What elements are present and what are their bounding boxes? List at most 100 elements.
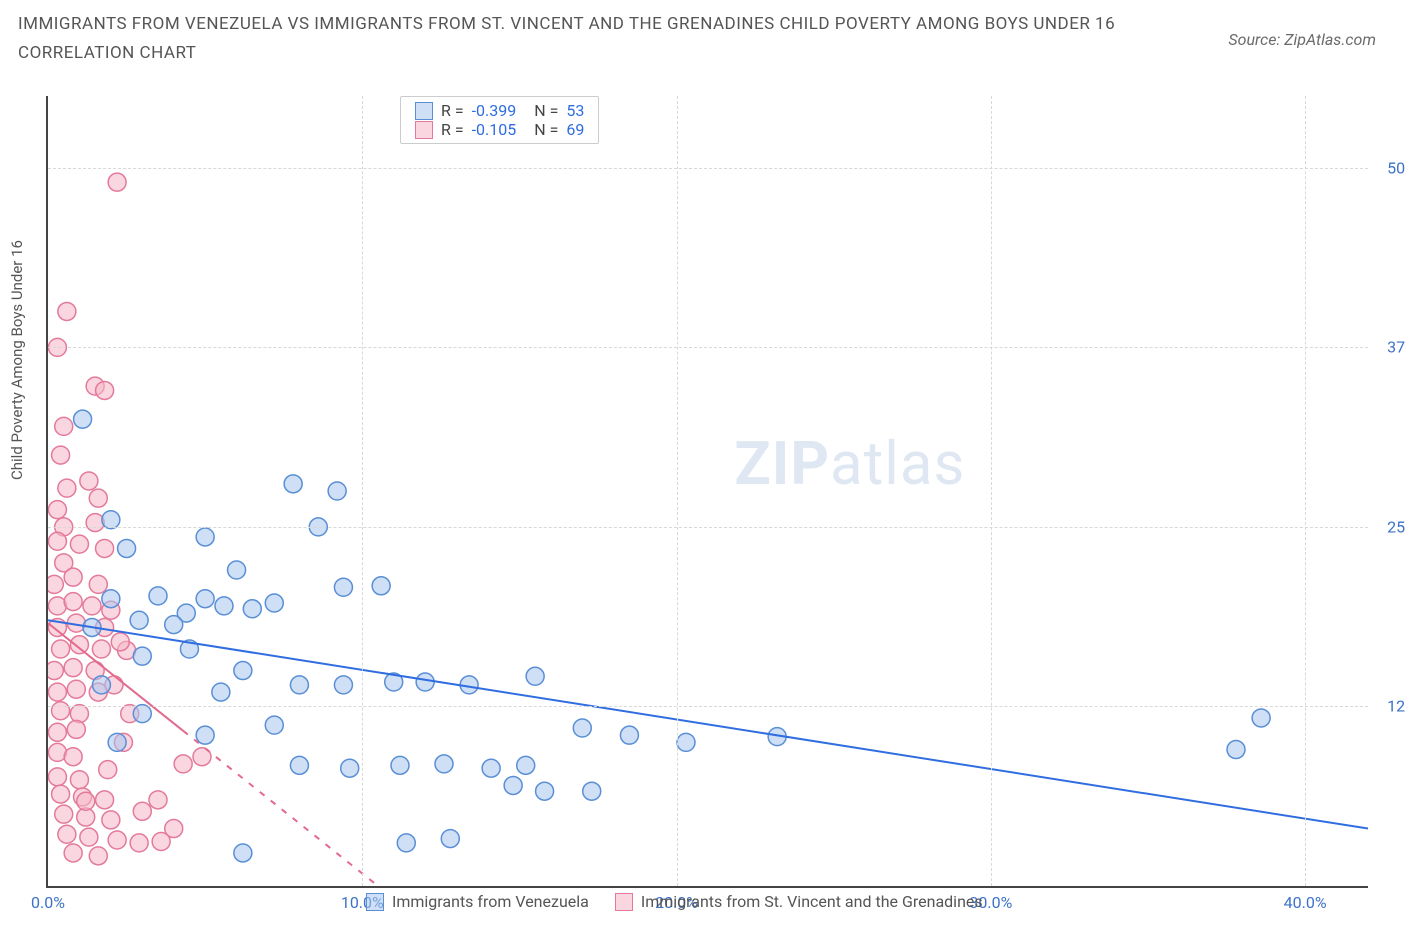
data-point: [234, 662, 252, 680]
data-point: [234, 844, 252, 862]
data-point: [96, 539, 114, 557]
data-point: [152, 832, 170, 850]
data-point: [435, 755, 453, 773]
data-point: [48, 532, 66, 550]
legend-swatch: [415, 102, 433, 120]
data-point: [328, 482, 346, 500]
data-point: [341, 759, 359, 777]
legend-swatch: [415, 121, 433, 139]
data-point: [48, 575, 63, 593]
data-point: [89, 489, 107, 507]
data-point: [334, 676, 352, 694]
y-tick-label: 25.0%: [1387, 517, 1406, 536]
data-point: [55, 417, 73, 435]
data-point: [397, 834, 415, 852]
y-tick-label: 50.0%: [1387, 158, 1406, 177]
correlation-legend: R =-0.399N =53R =-0.105N =69: [400, 96, 599, 144]
data-point: [92, 640, 110, 658]
data-point: [372, 577, 390, 595]
data-point: [52, 702, 70, 720]
data-point: [677, 733, 695, 751]
data-point: [48, 768, 66, 786]
data-point: [83, 597, 101, 615]
data-point: [149, 587, 167, 605]
data-point: [196, 590, 214, 608]
data-point: [212, 683, 230, 701]
data-point: [517, 756, 535, 774]
data-point: [265, 716, 283, 734]
data-point: [89, 575, 107, 593]
data-point: [58, 825, 76, 843]
data-point: [583, 782, 601, 800]
data-point: [74, 410, 92, 428]
data-point: [573, 719, 591, 737]
data-point: [89, 847, 107, 865]
data-point: [99, 761, 117, 779]
data-point: [215, 597, 233, 615]
data-point: [391, 756, 409, 774]
data-point: [70, 636, 88, 654]
legend-item: Immigrants from Venezuela: [366, 892, 589, 911]
legend-stat-row: R =-0.105N =69: [415, 120, 584, 139]
x-tick-label: 0.0%: [31, 893, 65, 912]
data-point: [64, 593, 82, 611]
data-point: [48, 501, 66, 519]
data-point: [64, 844, 82, 862]
y-tick-label: 12.5%: [1387, 697, 1406, 716]
data-point: [86, 514, 104, 532]
data-point: [108, 831, 126, 849]
data-point: [1227, 741, 1245, 759]
scatter-svg: [48, 96, 1368, 886]
data-point: [52, 446, 70, 464]
data-point: [80, 828, 98, 846]
series-legend: Immigrants from Venezuela Immigrants from…: [366, 892, 983, 911]
legend-swatch: [615, 893, 633, 911]
data-point: [64, 748, 82, 766]
y-axis-label: Child Poverty Among Boys Under 16: [8, 240, 26, 480]
data-point: [80, 472, 98, 490]
data-point: [77, 792, 95, 810]
data-point: [243, 600, 261, 618]
data-point: [96, 381, 114, 399]
data-point: [284, 475, 302, 493]
data-point: [133, 802, 151, 820]
data-point: [174, 755, 192, 773]
legend-item: Immigrants from St. Vincent and the Gren…: [615, 892, 983, 911]
data-point: [196, 726, 214, 744]
data-point: [441, 830, 459, 848]
legend-label: Immigrants from Venezuela: [392, 892, 589, 911]
data-point: [48, 683, 66, 701]
data-point: [526, 667, 544, 685]
data-point: [67, 680, 85, 698]
data-point: [133, 647, 151, 665]
data-point: [165, 616, 183, 634]
data-point: [48, 662, 63, 680]
data-point: [70, 771, 88, 789]
data-point: [265, 594, 283, 612]
legend-swatch: [366, 893, 384, 911]
data-point: [130, 834, 148, 852]
data-point: [64, 568, 82, 586]
data-point: [130, 611, 148, 629]
data-point: [228, 561, 246, 579]
data-point: [67, 720, 85, 738]
data-point: [620, 726, 638, 744]
data-point: [108, 173, 126, 191]
x-tick-label: 40.0%: [1284, 893, 1327, 912]
data-point: [504, 776, 522, 794]
data-point: [111, 633, 129, 651]
data-point: [1252, 709, 1270, 727]
data-point: [334, 578, 352, 596]
data-point: [290, 676, 308, 694]
data-point: [290, 756, 308, 774]
data-point: [108, 733, 126, 751]
data-point: [58, 479, 76, 497]
chart-title: IMMIGRANTS FROM VENEZUELA VS IMMIGRANTS …: [18, 10, 1118, 68]
data-point: [102, 590, 120, 608]
data-point: [196, 528, 214, 546]
data-point: [70, 535, 88, 553]
data-point: [149, 791, 167, 809]
data-point: [416, 673, 434, 691]
y-tick-label: 37.5%: [1387, 338, 1406, 357]
data-point: [52, 785, 70, 803]
